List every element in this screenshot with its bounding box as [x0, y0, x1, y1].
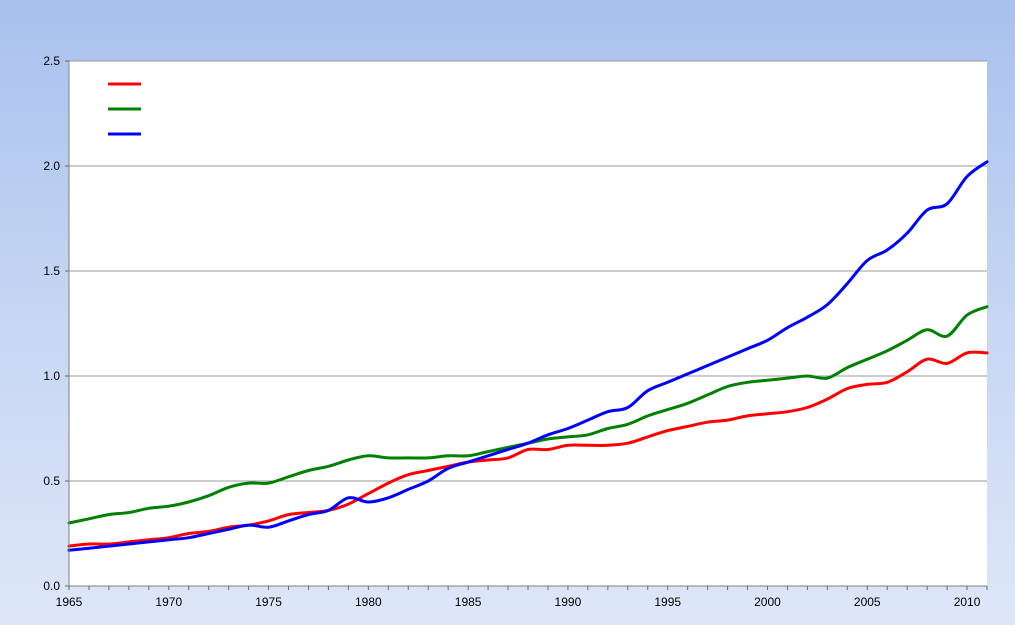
- plot-area-background: [69, 61, 987, 586]
- y-tick-label: 0.5: [43, 474, 60, 488]
- series-line-blue: [67, 160, 989, 552]
- series-line-red: [67, 350, 989, 548]
- x-tick-label: 1995: [654, 595, 681, 609]
- x-tick-label: 1975: [255, 595, 282, 609]
- y-tick-label: 1.0: [43, 369, 60, 383]
- series-lines: [67, 160, 989, 552]
- y-tick-label: 1.5: [43, 264, 60, 278]
- x-tick-label: 1965: [56, 595, 83, 609]
- x-tick-label: 1970: [155, 595, 182, 609]
- y-tick-label: 2.0: [43, 159, 60, 173]
- y-tick-label: 0.0: [43, 579, 60, 593]
- x-tick-label: 2010: [954, 595, 981, 609]
- axes: 0.0 0.5 1.0 1.5 2.0 2.5 1965 1970 1975 1980 1985 19…: [43, 54, 988, 609]
- x-tick-label: 2005: [854, 595, 881, 609]
- x-tick-label: 1990: [555, 595, 582, 609]
- y-tick-label: 2.5: [43, 54, 60, 68]
- x-tick-label: 2000: [754, 595, 781, 609]
- x-tick-label: 1985: [455, 595, 482, 609]
- legend: [108, 82, 141, 136]
- x-tick-label: 1980: [355, 595, 382, 609]
